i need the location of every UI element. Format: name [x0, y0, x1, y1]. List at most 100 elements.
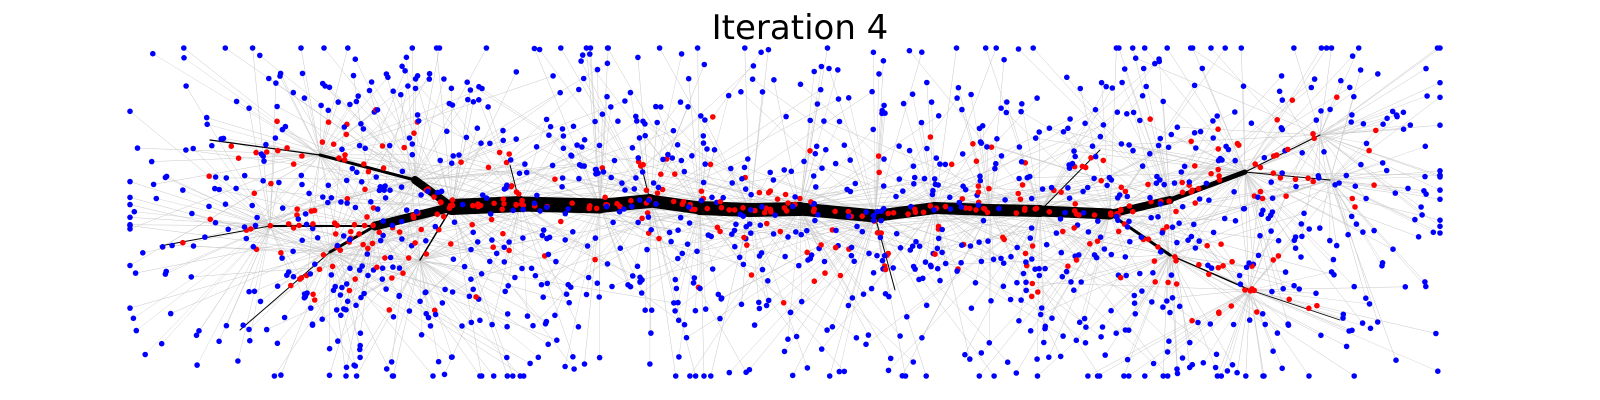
interior-node [1257, 164, 1264, 171]
leaf-node [841, 368, 848, 375]
interior-node [346, 287, 353, 294]
leaf-edge [595, 207, 701, 239]
leaf-node [1164, 298, 1170, 304]
leaf-node [918, 119, 925, 126]
leaf-edge [695, 207, 701, 311]
leaf-node [476, 83, 482, 90]
interior-node [380, 165, 387, 171]
leaf-node [1186, 179, 1193, 185]
leaf-node [759, 266, 766, 273]
leaf-node [352, 204, 359, 211]
interior-node [1082, 164, 1089, 171]
leaf-edge [451, 137, 467, 208]
leaf-node [1336, 180, 1342, 186]
leaf-node [633, 113, 639, 120]
leaf-node [1093, 254, 1100, 261]
leaf-node [1379, 263, 1385, 269]
leaf-node [908, 203, 914, 210]
leaf-node [437, 157, 444, 164]
leaf-edge [1329, 179, 1426, 283]
leaf-node [1042, 265, 1048, 272]
leaf-edge [1249, 289, 1317, 294]
leaf-node [1065, 125, 1071, 132]
leaf-node [931, 176, 938, 182]
interior-node [251, 190, 258, 197]
leaf-edge [1249, 240, 1295, 291]
leaf-node [506, 239, 512, 245]
leaf-edge [567, 207, 701, 285]
leaf-node [357, 354, 363, 361]
leaf-edge [989, 209, 992, 301]
leaf-node [627, 89, 634, 96]
leaf-node [1232, 218, 1239, 224]
leaf-node [1400, 126, 1407, 132]
leaf-node [1016, 144, 1023, 150]
leaf-node [1268, 179, 1274, 185]
interior-node [1314, 302, 1320, 309]
leaf-edge [689, 208, 801, 377]
leaf-node [537, 208, 543, 214]
leaf-edge [319, 110, 329, 156]
leaf-edge [1249, 289, 1265, 377]
leaf-edge [885, 209, 991, 295]
leaf-node [640, 118, 646, 125]
leaf-node [1435, 368, 1441, 375]
leaf-node [512, 274, 518, 281]
leaf-node [504, 373, 511, 379]
leaf-node [540, 227, 547, 233]
leaf-node [811, 200, 817, 207]
leaf-edge [392, 225, 421, 261]
leaf-node [674, 142, 681, 148]
interior-node [1118, 184, 1125, 191]
interior-node [1060, 228, 1066, 235]
interior-node [1292, 176, 1299, 183]
leaf-node [691, 275, 698, 281]
leaf-edge [1169, 254, 1347, 347]
leaf-node [579, 144, 585, 150]
interior-node [1015, 190, 1021, 197]
leaf-node [1317, 225, 1323, 231]
interior-node [1289, 97, 1296, 103]
leaf-node [1178, 169, 1185, 175]
leaf-node [711, 147, 718, 153]
leaf-node [1116, 192, 1123, 198]
leaf-node [150, 181, 157, 188]
leaf-node [998, 255, 1004, 262]
leaf-node [702, 306, 709, 312]
leaf-node [622, 98, 628, 104]
leaf-edge [678, 207, 701, 358]
leaf-node [899, 373, 906, 379]
leaf-node [1029, 256, 1035, 262]
leaf-node [1423, 191, 1429, 197]
leaf-edge [319, 105, 322, 156]
leaf-node [853, 335, 860, 341]
leaf-node [223, 175, 230, 181]
interior-node [325, 119, 332, 125]
leaf-node [1130, 109, 1137, 116]
leaf-node [804, 227, 810, 234]
leaf-edge [799, 121, 840, 210]
leaf-node [566, 299, 572, 306]
leaf-edge [519, 203, 763, 270]
leaf-node [709, 266, 716, 272]
interior-node [1275, 253, 1282, 259]
leaf-node [1171, 180, 1178, 186]
leaf-node [424, 188, 431, 195]
interior-node [859, 213, 865, 219]
leaf-edge [279, 75, 321, 156]
leaf-node [1243, 373, 1249, 379]
leaf-edge [414, 138, 517, 181]
interior-node [948, 161, 955, 168]
leaf-node [1383, 167, 1390, 174]
interior-node [1216, 173, 1222, 179]
leaf-node [307, 271, 314, 277]
interior-node [593, 205, 600, 212]
leaf-node [789, 372, 796, 379]
leaf-node [319, 80, 326, 87]
leaf-node [1065, 185, 1071, 191]
leaf-node [1138, 234, 1145, 240]
leaf-node [1276, 88, 1283, 95]
leaf-edge [1182, 289, 1251, 359]
leaf-node [587, 45, 594, 51]
interior-node [962, 205, 969, 211]
